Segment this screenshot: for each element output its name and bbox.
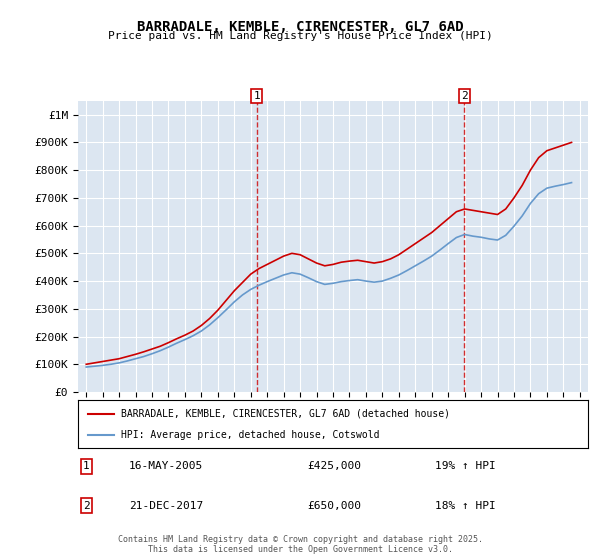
Text: £425,000: £425,000 [308,461,361,472]
Text: 16-MAY-2005: 16-MAY-2005 [129,461,203,472]
Text: Contains HM Land Registry data © Crown copyright and database right 2025.
This d: Contains HM Land Registry data © Crown c… [118,535,482,554]
Text: 2: 2 [461,91,467,101]
Text: 18% ↑ HPI: 18% ↑ HPI [435,501,496,511]
Text: BARRADALE, KEMBLE, CIRENCESTER, GL7 6AD: BARRADALE, KEMBLE, CIRENCESTER, GL7 6AD [137,20,463,34]
Text: 19% ↑ HPI: 19% ↑ HPI [435,461,496,472]
Text: 1: 1 [253,91,260,101]
Text: BARRADALE, KEMBLE, CIRENCESTER, GL7 6AD (detached house): BARRADALE, KEMBLE, CIRENCESTER, GL7 6AD … [121,409,451,419]
Text: 2: 2 [83,501,90,511]
Text: Price paid vs. HM Land Registry's House Price Index (HPI): Price paid vs. HM Land Registry's House … [107,31,493,41]
Text: 1: 1 [83,461,90,472]
Text: HPI: Average price, detached house, Cotswold: HPI: Average price, detached house, Cots… [121,430,380,440]
Text: 21-DEC-2017: 21-DEC-2017 [129,501,203,511]
Text: £650,000: £650,000 [308,501,361,511]
